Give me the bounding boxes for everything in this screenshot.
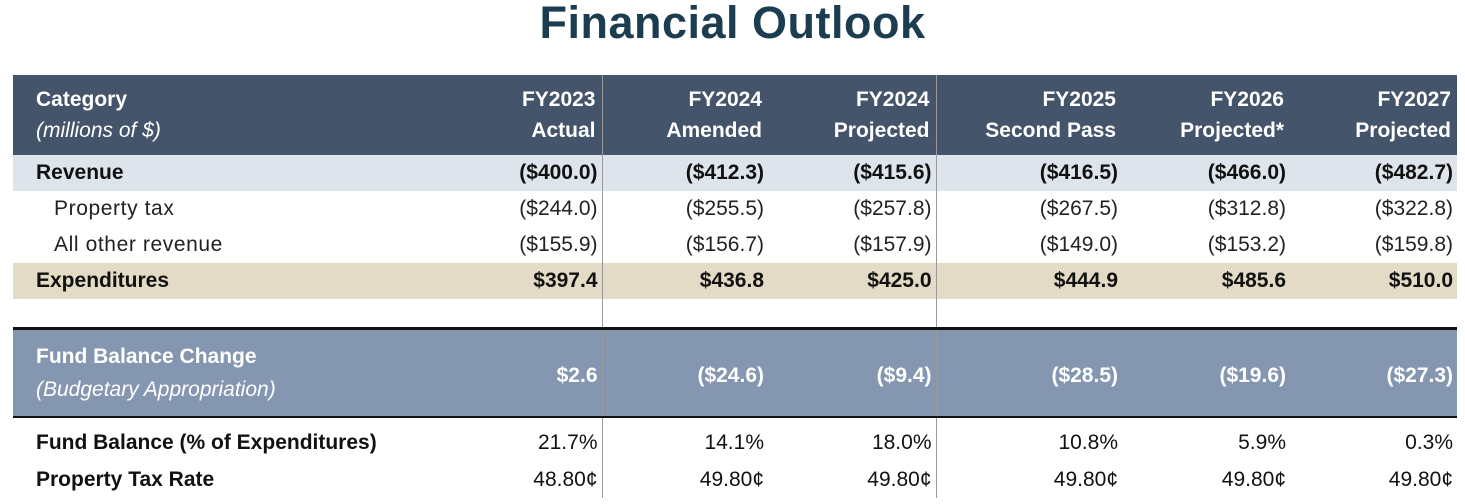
- fund-balance-change-label-cell: Fund Balance Change (Budgetary Appropria…: [13, 327, 479, 418]
- cell-value: 0.3%: [1290, 417, 1457, 461]
- financial-outlook-table: Category (millions of $) FY2023 Actual FY…: [13, 75, 1457, 498]
- table-row-expenditures: Expenditures $397.4 $436.8 $425.0 $444.9…: [13, 263, 1457, 299]
- cell-value: $2.6: [479, 327, 603, 418]
- header-fy2026-projected: FY2026 Projected*: [1122, 75, 1290, 155]
- cell-value: ($257.8): [768, 191, 937, 227]
- cell-value: ($322.8): [1290, 191, 1457, 227]
- header-fy2024-amended: FY2024 Amended: [602, 75, 768, 155]
- header-category-unit: (millions of $): [36, 119, 161, 142]
- cell-value: ($482.7): [1290, 155, 1457, 191]
- spacer-row: [13, 299, 1457, 329]
- cell-value: 10.8%: [936, 417, 1122, 461]
- cell-value: 49.80¢: [1122, 461, 1290, 498]
- table-row-revenue: Revenue ($400.0) ($412.3) ($415.6) ($416…: [13, 155, 1457, 191]
- cell-value: ($400.0): [479, 155, 603, 191]
- cell-value: ($155.9): [479, 227, 603, 263]
- cell-value: $425.0: [768, 263, 937, 299]
- cell-value: 49.80¢: [936, 461, 1122, 498]
- cell-value: ($255.5): [602, 191, 768, 227]
- row-label: Expenditures: [13, 263, 479, 299]
- cell-value: 18.0%: [768, 417, 937, 461]
- cell-value: ($312.8): [1122, 191, 1290, 227]
- cell-value: ($415.6): [768, 155, 937, 191]
- header-fy2024-projected: FY2024 Projected: [768, 75, 937, 155]
- cell-value: ($27.3): [1290, 327, 1457, 418]
- cell-value: 14.1%: [602, 417, 768, 461]
- header-fy2025-second-pass: FY2025 Second Pass: [936, 75, 1122, 155]
- cell-value: ($156.7): [602, 227, 768, 263]
- row-label: Fund Balance (% of Expenditures): [13, 417, 479, 461]
- cell-value: ($267.5): [936, 191, 1122, 227]
- cell-value: 49.80¢: [602, 461, 768, 498]
- row-sublabel: (Budgetary Appropriation): [36, 378, 276, 401]
- cell-value: ($466.0): [1122, 155, 1290, 191]
- cell-value: ($412.3): [602, 155, 768, 191]
- table-row-property-tax-rate: Property Tax Rate 48.80¢ 49.80¢ 49.80¢ 4…: [13, 461, 1457, 498]
- table-row-fund-balance-change: Fund Balance Change (Budgetary Appropria…: [13, 327, 1457, 418]
- row-label: Fund Balance Change: [36, 345, 257, 368]
- cell-value: 49.80¢: [768, 461, 937, 498]
- page-title: Financial Outlook: [539, 0, 926, 48]
- cell-value: $510.0: [1290, 263, 1457, 299]
- cell-value: ($157.9): [768, 227, 937, 263]
- cell-value: 48.80¢: [479, 461, 603, 498]
- cell-value: 21.7%: [479, 417, 603, 461]
- row-label: Property Tax Rate: [13, 461, 479, 498]
- header-fy2027-projected: FY2027 Projected: [1290, 75, 1457, 155]
- cell-value: 5.9%: [1122, 417, 1290, 461]
- cell-value: 49.80¢: [1290, 461, 1457, 498]
- cell-value: $444.9: [936, 263, 1122, 299]
- cell-value: $485.6: [1122, 263, 1290, 299]
- header-category: Category (millions of $): [13, 75, 479, 155]
- table-row-fund-balance-pct: Fund Balance (% of Expenditures) 21.7% 1…: [13, 417, 1457, 461]
- table-row-property-tax: Property tax ($244.0) ($255.5) ($257.8) …: [13, 191, 1457, 227]
- cell-value: ($28.5): [936, 327, 1122, 418]
- cell-value: $397.4: [479, 263, 603, 299]
- header-fy2023-actual: FY2023 Actual: [479, 75, 603, 155]
- row-label: Revenue: [13, 155, 479, 191]
- cell-value: ($153.2): [1122, 227, 1290, 263]
- cell-value: ($19.6): [1122, 327, 1290, 418]
- header-category-label: Category: [36, 88, 128, 111]
- table-header-row: Category (millions of $) FY2023 Actual FY…: [13, 75, 1457, 155]
- cell-value: ($149.0): [936, 227, 1122, 263]
- cell-value: ($416.5): [936, 155, 1122, 191]
- table-row-other-revenue: All other revenue ($155.9) ($156.7) ($15…: [13, 227, 1457, 263]
- row-label: Property tax: [13, 191, 479, 227]
- cell-value: $436.8: [602, 263, 768, 299]
- row-label: All other revenue: [13, 227, 479, 263]
- cell-value: ($159.8): [1290, 227, 1457, 263]
- cell-value: ($244.0): [479, 191, 603, 227]
- cell-value: ($24.6): [602, 327, 768, 418]
- cell-value: ($9.4): [768, 327, 937, 418]
